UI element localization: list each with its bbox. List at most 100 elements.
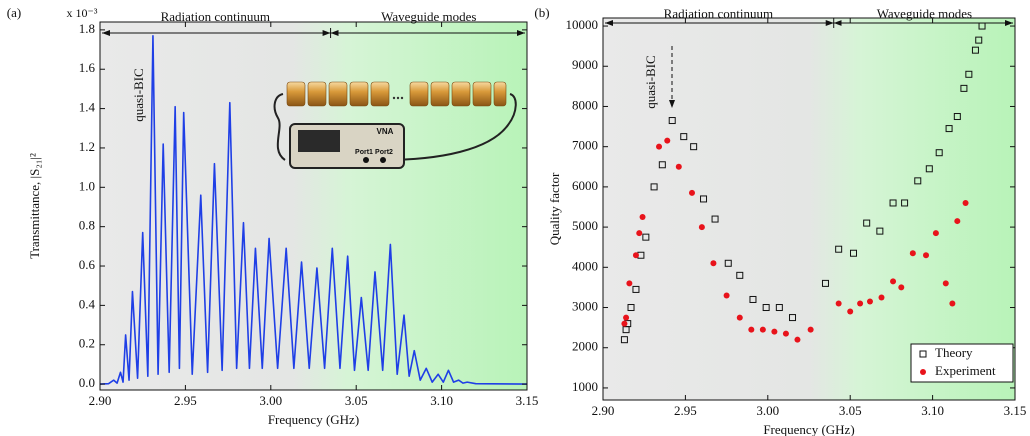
quasi-bic-label: quasi-BIC: [643, 55, 658, 108]
cable: [382, 93, 517, 161]
experiment-point: [736, 314, 743, 321]
inset-label: Port1: [355, 149, 373, 156]
y-tick-label: 0.4: [79, 296, 96, 311]
theory-point: [762, 304, 770, 312]
y-tick-label: 0.6: [79, 257, 96, 272]
x-axis-label: Frequency (GHz): [763, 422, 854, 436]
x-tick-label: 2.95: [174, 393, 197, 408]
experiment-point: [847, 308, 854, 315]
x-tick-label: 3.10: [430, 393, 453, 408]
legend-marker: [920, 369, 926, 375]
experiment-point: [942, 280, 949, 287]
legend-box: [910, 343, 1014, 383]
panel-label: (b): [534, 5, 549, 20]
experiment-point: [664, 137, 671, 144]
theory-point: [775, 304, 783, 312]
region-label: Waveguide modes: [381, 9, 476, 24]
y-tick-label: 1.6: [79, 60, 96, 75]
legend-label: Experiment: [935, 363, 996, 378]
experiment-point: [932, 230, 939, 237]
theory-point: [889, 199, 897, 207]
y-tick-label: 0.2: [79, 336, 95, 351]
experiment-point: [759, 326, 766, 333]
x-tick-label: 3.00: [259, 393, 282, 408]
experiment-point: [748, 326, 755, 333]
region-label: Waveguide modes: [877, 6, 972, 21]
inset-label: VNA: [377, 127, 394, 136]
theory-point: [627, 304, 635, 312]
cable: [273, 93, 286, 161]
experiment-point: [710, 260, 717, 267]
theory-point: [680, 133, 688, 141]
experiment-point: [621, 320, 628, 327]
theory-point: [650, 183, 658, 191]
theory-point: [975, 36, 983, 44]
y-tick-label: 9000: [572, 57, 598, 72]
legend-marker: [919, 350, 927, 358]
y-tick-label: 4000: [572, 258, 598, 273]
experiment-point: [954, 218, 961, 225]
experiment-point: [698, 224, 705, 231]
x-tick-label: 2.90: [89, 393, 112, 408]
experiment-point: [632, 252, 639, 259]
inset-label: Port2: [375, 149, 393, 156]
experiment-point: [962, 199, 969, 206]
y-tick-label: 1.8: [79, 21, 95, 36]
theory-point: [700, 195, 708, 203]
theory-point: [642, 233, 650, 241]
experiment-point: [623, 314, 630, 321]
theory-point: [935, 149, 943, 157]
experiment-point: [636, 230, 643, 237]
theory-point: [914, 177, 922, 185]
plot-background: [603, 18, 1015, 400]
y-tick-label: 5000: [572, 218, 598, 233]
y-tick-label: 7000: [572, 138, 598, 153]
theory-point: [749, 295, 757, 303]
theory-point: [863, 219, 871, 227]
experiment-point: [835, 300, 842, 307]
theory-point: [971, 46, 979, 54]
theory-point: [658, 161, 666, 169]
plot-frame: [602, 17, 1016, 401]
experiment-point: [949, 300, 956, 307]
quasi-bic-label: quasi-BIC: [131, 68, 146, 121]
experiment-point: [771, 328, 778, 335]
y-tick-label: 1.2: [79, 139, 95, 154]
theory-point: [736, 271, 744, 279]
y-tick-label: 8000: [572, 97, 598, 112]
theory-point: [724, 259, 732, 267]
experiment-point: [639, 214, 646, 221]
resonator-chain: [286, 81, 507, 107]
experiment-point: [807, 326, 814, 333]
region-label: Radiation continuum: [664, 6, 773, 21]
experiment-point: [782, 330, 789, 337]
x-tick-label: 3.10: [921, 403, 944, 418]
scale-label: x 10⁻³: [67, 6, 98, 20]
y-tick-label: 0.8: [79, 218, 95, 233]
x-tick-label: 3.00: [756, 403, 779, 418]
x-tick-label: 2.95: [674, 403, 697, 418]
experiment-point: [675, 163, 682, 170]
theory-point: [690, 143, 698, 151]
y-tick-label: 1000: [572, 379, 598, 394]
theory-point: [925, 165, 933, 173]
y-axis-label: Quality factor: [547, 172, 562, 245]
experiment-point: [923, 252, 930, 259]
x-tick-label: 3.15: [516, 393, 539, 408]
theory-point: [835, 245, 843, 253]
x-tick-label: 3.15: [1004, 403, 1027, 418]
theory-point: [960, 84, 968, 92]
experiment-point: [626, 280, 633, 287]
experiment-point: [878, 294, 885, 301]
experiment-point: [909, 250, 916, 257]
theory-point: [876, 227, 884, 235]
theory-point: [849, 249, 857, 257]
experiment-point: [688, 189, 695, 196]
y-tick-label: 1.4: [79, 100, 96, 115]
theory-point: [711, 215, 719, 223]
theory-point: [668, 117, 676, 125]
experiment-point: [890, 278, 897, 285]
theory-point: [789, 314, 797, 322]
experiment-point: [723, 292, 730, 299]
